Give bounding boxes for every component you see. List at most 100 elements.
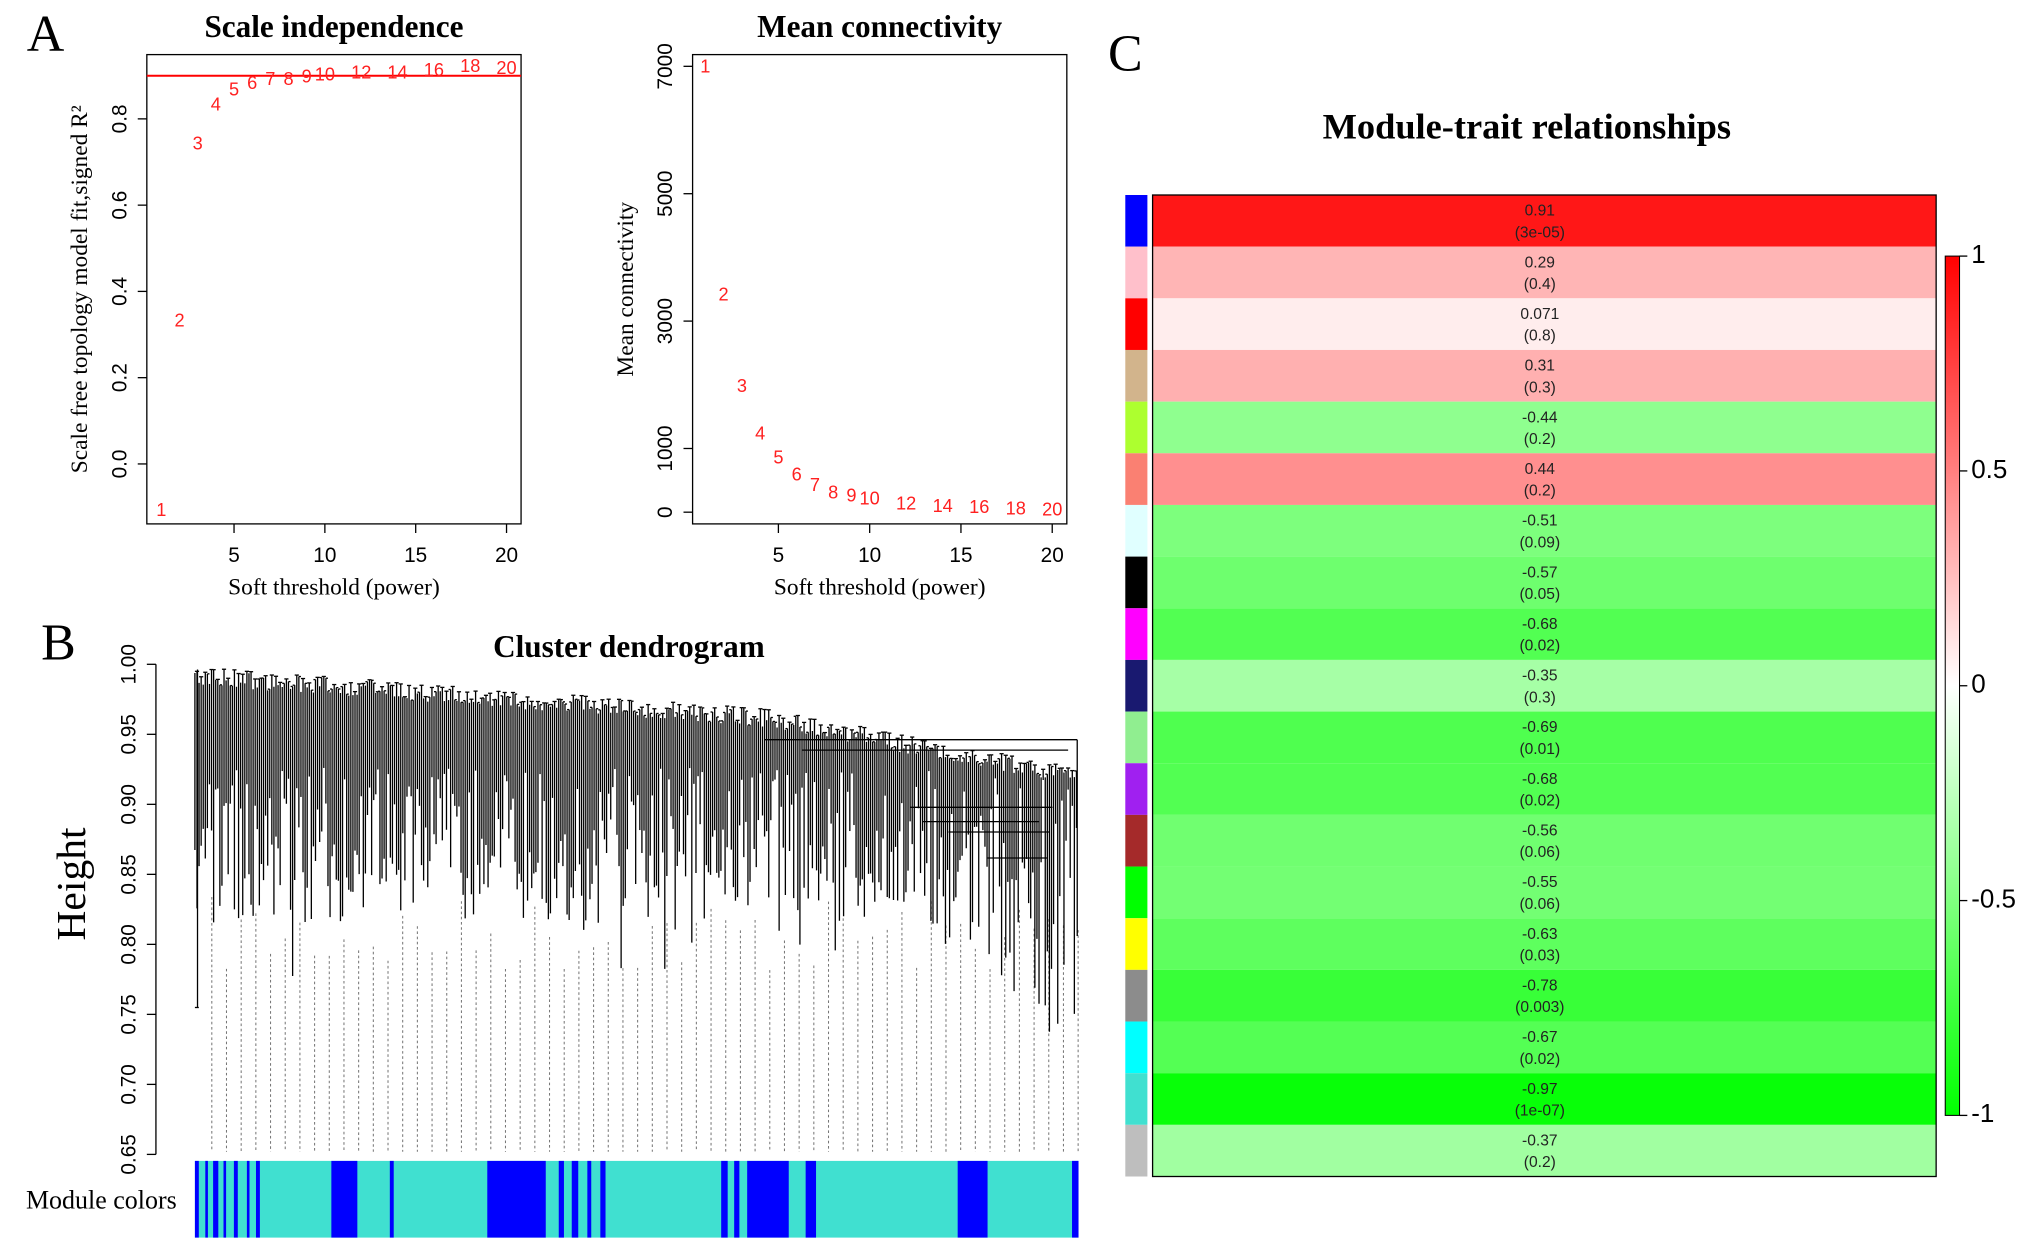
cell-value: 0.91 [1525, 203, 1555, 220]
x-tick-label: 15 [949, 544, 972, 567]
colorbar-tick-label: 0 [1971, 669, 1985, 699]
point-label: 8 [283, 69, 293, 89]
cell-value: -0.63 [1522, 926, 1558, 943]
x-tick-label: 15 [404, 544, 427, 567]
point-label: 6 [247, 73, 257, 93]
cell-value: -0.35 [1522, 668, 1558, 685]
module-color-segment [213, 1160, 219, 1238]
cell-value: -0.68 [1522, 616, 1558, 633]
y-tick-label: 3000 [654, 298, 677, 344]
module-color-segment [255, 1160, 260, 1238]
row-color [1125, 349, 1148, 402]
heatmap-cell [1152, 711, 1937, 764]
row-color [1125, 711, 1148, 764]
row-color [1125, 608, 1148, 660]
chart-title: Module-trait relationships [1323, 106, 1731, 146]
module-color-segment [747, 1160, 789, 1238]
heatmap-cell [1152, 608, 1937, 660]
y-tick-label: 0.85 [117, 854, 140, 894]
point-label: 1 [700, 56, 710, 76]
x-tick-label: 10 [858, 544, 881, 567]
point-label: 7 [810, 475, 820, 495]
point-label: 14 [933, 496, 953, 516]
heatmap-cell [1152, 298, 1937, 350]
point-label: 3 [737, 376, 747, 396]
point-label: 20 [1042, 500, 1062, 520]
y-tick-label: 1.00 [117, 644, 140, 684]
dendrogram-tree [194, 668, 1079, 1152]
point-label: 4 [211, 95, 221, 115]
module-color-strip [194, 1160, 1079, 1238]
heatmap-cell [1152, 866, 1937, 919]
chart-title: Mean connectivity [757, 9, 1002, 44]
cell-pvalue: (0.8) [1524, 328, 1556, 345]
cell-pvalue: (0.2) [1524, 483, 1556, 500]
chart-title: Scale independence [204, 9, 463, 44]
y-tick-label: 0.0 [108, 449, 131, 478]
module-color-segment [558, 1160, 564, 1238]
point-label: 20 [496, 58, 516, 78]
colorbar-tick-label: -0.5 [1971, 883, 2016, 913]
y-axis-label: Height [48, 827, 94, 941]
y-tick-label: 0.80 [117, 924, 140, 964]
cell-value: -0.57 [1522, 564, 1558, 581]
heatmap-cell [1152, 401, 1937, 454]
module-color-segment [331, 1160, 358, 1238]
heatmap-cell [1152, 1124, 1937, 1177]
x-axis-label: Soft threshold (power) [228, 574, 440, 600]
cell-pvalue: (0.02) [1519, 793, 1560, 810]
x-tick-label: 5 [228, 544, 240, 567]
y-tick-label: 0.8 [108, 104, 131, 133]
module-color-segment [233, 1160, 238, 1238]
colorbar [1944, 255, 1961, 1116]
cell-pvalue: (0.01) [1519, 741, 1560, 758]
row-color [1125, 918, 1148, 970]
module-color-segment [389, 1160, 394, 1238]
row-color [1125, 401, 1148, 454]
heatmap-cell [1152, 246, 1937, 299]
row-color [1125, 453, 1148, 505]
module-color-segment [587, 1160, 592, 1238]
cell-value: 0.071 [1520, 306, 1559, 323]
module-color-segment [721, 1160, 728, 1238]
cell-pvalue: (0.3) [1524, 379, 1556, 396]
heatmap-frame [1151, 194, 1937, 1178]
y-tick-label: 7000 [654, 43, 677, 89]
point-label: 18 [1006, 498, 1026, 518]
module-color-segment [805, 1160, 817, 1238]
plot-frame [146, 53, 522, 525]
cell-pvalue: (0.3) [1524, 689, 1556, 706]
colorbar-tick-label: 1 [1971, 239, 1985, 269]
point-label: 7 [265, 69, 275, 89]
heatmap-cell [1152, 763, 1937, 815]
module-color-segment [600, 1160, 606, 1238]
cell-value: -0.78 [1522, 978, 1558, 995]
point-label: 5 [773, 447, 783, 467]
point-label: 2 [719, 284, 729, 304]
point-label: 16 [969, 497, 989, 517]
x-tick-label: 10 [313, 544, 336, 567]
point-label: 8 [828, 483, 838, 503]
x-axis-label: Soft threshold (power) [774, 574, 986, 600]
cell-value: -0.68 [1522, 771, 1558, 788]
point-label: 12 [351, 62, 371, 82]
row-color [1125, 1124, 1148, 1177]
y-tick-label: 0.6 [108, 191, 131, 220]
panel-label: A [27, 6, 65, 63]
row-color [1125, 763, 1148, 815]
y-axis-label: Mean connectivity [613, 202, 639, 377]
row-color [1125, 195, 1148, 247]
module-color-segment [487, 1160, 546, 1238]
cell-pvalue: (0.4) [1524, 276, 1556, 293]
cell-pvalue: (1e-07) [1515, 1103, 1565, 1120]
cell-pvalue: (0.003) [1515, 999, 1564, 1016]
strip-label: Module colors [26, 1185, 177, 1214]
panel-label: B [41, 614, 76, 671]
y-tick-label: 5000 [654, 171, 677, 217]
cell-pvalue: (0.03) [1519, 948, 1560, 965]
cell-pvalue: (0.06) [1519, 844, 1560, 861]
y-axis-label: Scale free topology model fit,signed R² [67, 105, 93, 473]
cell-value: -0.69 [1522, 719, 1558, 736]
